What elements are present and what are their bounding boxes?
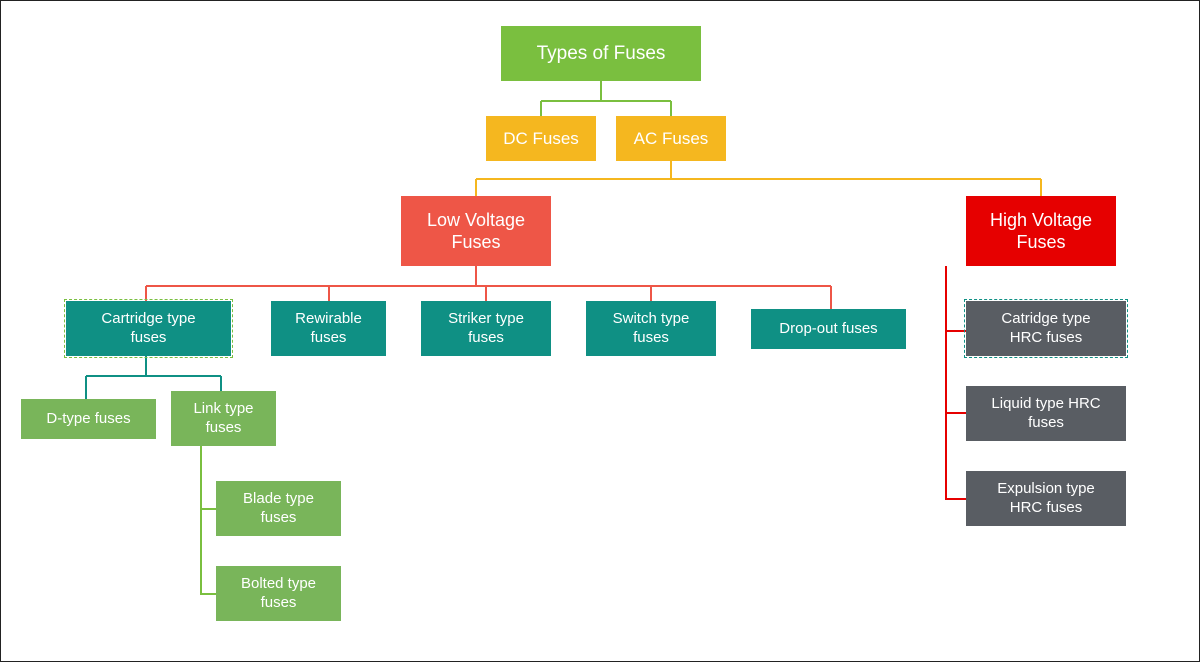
tree-node-label: AC Fuses [634, 128, 709, 149]
tree-node-label: Rewirable fuses [295, 310, 362, 348]
tree-node-label: Blade type fuses [243, 490, 314, 528]
tree-node-hrc_exp: Expulsion type HRC fuses [966, 471, 1126, 526]
tree-node-label: DC Fuses [503, 128, 579, 149]
tree-node-bolted: Bolted type fuses [216, 566, 341, 621]
tree-node-rewire: Rewirable fuses [271, 301, 386, 356]
tree-node-striker: Striker type fuses [421, 301, 551, 356]
connector-1 [476, 161, 1041, 196]
tree-node-label: Link type fuses [193, 400, 253, 438]
tree-node-hv: High Voltage Fuses [966, 196, 1116, 266]
connector-4 [201, 446, 216, 594]
tree-node-label: D-type fuses [46, 410, 130, 429]
tree-node-root: Types of Fuses [501, 26, 701, 81]
tree-node-label: Bolted type fuses [241, 575, 316, 613]
tree-node-lv: Low Voltage Fuses [401, 196, 551, 266]
tree-node-label: Switch type fuses [613, 310, 690, 348]
tree-node-dc: DC Fuses [486, 116, 596, 161]
tree-node-label: Types of Fuses [537, 42, 666, 66]
tree-node-label: High Voltage Fuses [990, 209, 1092, 254]
tree-node-hrc_liq: Liquid type HRC fuses [966, 386, 1126, 441]
tree-node-switch: Switch type fuses [586, 301, 716, 356]
tree-node-label: Catridge type HRC fuses [1001, 310, 1090, 348]
tree-node-label: Expulsion type HRC fuses [997, 480, 1095, 518]
tree-node-hrc_cart: Catridge type HRC fuses [966, 301, 1126, 356]
tree-node-label: Cartridge type fuses [101, 310, 195, 348]
tree-node-link: Link type fuses [171, 391, 276, 446]
tree-node-label: Drop-out fuses [779, 320, 877, 339]
tree-node-dropout: Drop-out fuses [751, 309, 906, 349]
connector-0 [541, 81, 671, 116]
tree-node-label: Low Voltage Fuses [427, 209, 525, 254]
tree-node-blade: Blade type fuses [216, 481, 341, 536]
connector-5 [946, 266, 966, 499]
tree-node-dtype: D-type fuses [21, 399, 156, 439]
tree-node-label: Liquid type HRC fuses [991, 395, 1100, 433]
tree-node-ac: AC Fuses [616, 116, 726, 161]
tree-node-cart: Cartridge type fuses [66, 301, 231, 356]
tree-node-label: Striker type fuses [448, 310, 524, 348]
